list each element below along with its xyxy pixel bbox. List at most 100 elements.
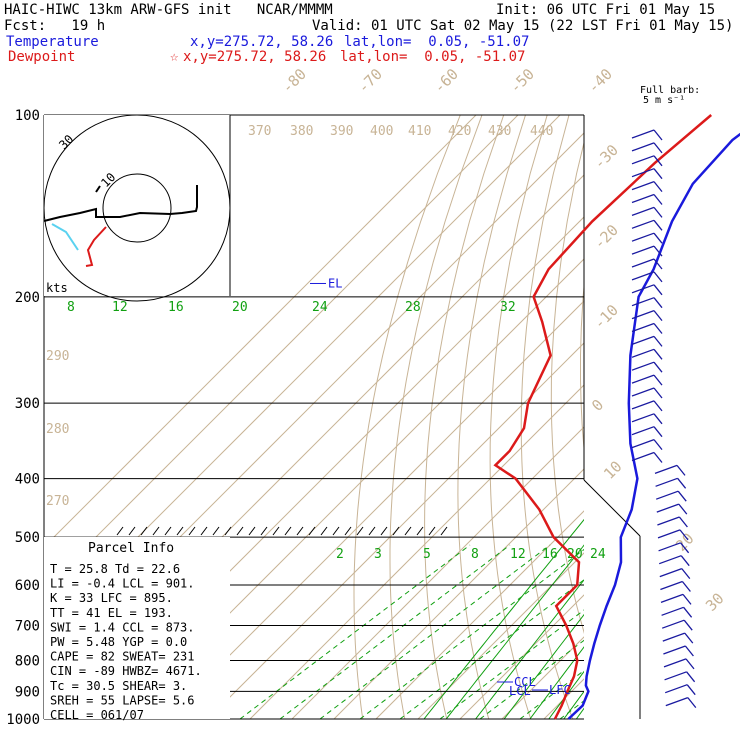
wind-barb-flag: [653, 258, 663, 270]
pressure-tick-label: 500: [15, 530, 40, 546]
wind-barb-flag: [686, 671, 696, 683]
parcel-info-row: TT = 41 EL = 193.: [50, 606, 173, 620]
theta-label: 420: [448, 124, 471, 139]
dry-adiabat-line: [550, 140, 584, 634]
mixing-ratio-line: [548, 670, 584, 719]
theta-label: 410: [408, 124, 431, 139]
theta-label: 400: [370, 124, 393, 139]
wind-barb-flag: [653, 297, 663, 309]
isotherm-line: [417, 552, 584, 719]
dry-adiabat-line: [636, 115, 740, 719]
hatch-mark: [296, 526, 304, 536]
hatch-mark: [320, 526, 328, 536]
wind-barb: [654, 464, 678, 475]
wind-barb: [663, 658, 687, 668]
theta-label: 290: [46, 349, 69, 364]
hodograph-outer-ring: [43, 114, 231, 302]
wind-barb: [631, 245, 655, 255]
moist-adiabat-line: [600, 545, 740, 719]
hatch-mark: [164, 526, 172, 536]
dewpoint-latlon: lat,lon= 0.05, -51.07: [340, 49, 526, 65]
wind-barb: [631, 258, 655, 268]
isotherm-label: -10: [590, 301, 622, 333]
dry-adiabats: [353, 115, 740, 719]
wind-barb: [655, 490, 679, 500]
wind-barb: [631, 438, 655, 449]
wind-barb-flag: [653, 439, 663, 451]
wind-barb: [657, 516, 680, 526]
mixing-ratio-line: [575, 707, 584, 719]
wind-barb: [661, 606, 684, 616]
parcel-info-background: [44, 537, 230, 719]
hatch-mark: [308, 526, 316, 536]
moist-adiabat-line: [399, 579, 584, 719]
dry-adiabat-line: [609, 115, 699, 719]
dry-adiabat-line: [424, 115, 505, 719]
moist-adiabat-line: [479, 639, 584, 719]
parcel-info-row: CELL = 061/07: [50, 708, 144, 722]
dewpoint-marker-icon: ☆: [170, 49, 179, 65]
wind-barb: [631, 348, 655, 358]
hatch-mark: [140, 526, 148, 536]
wind-barb-flag: [684, 632, 694, 644]
wind-barb-flag: [677, 477, 687, 489]
wind-barb: [631, 180, 655, 191]
wind-barb: [631, 335, 655, 346]
isotherm-line: [207, 342, 584, 719]
hatch-mark: [224, 526, 232, 536]
wind-barb-flag: [683, 619, 693, 631]
wind-barb: [664, 671, 687, 681]
isotherm-label: 0: [588, 396, 607, 415]
wind-barb-flag: [653, 310, 663, 322]
hatch-mark: [368, 526, 376, 536]
wind-barb: [664, 684, 688, 694]
temperature-legend: Temperature: [6, 34, 99, 50]
moist-adiabat-line: [439, 609, 584, 719]
dry-adiabat-line: [489, 115, 548, 719]
isotherm-label: 10: [600, 457, 626, 483]
hodograph-background: [44, 115, 230, 296]
mixing-ratio-label: 24: [590, 547, 606, 562]
theta-label: 380: [290, 124, 313, 139]
hatch-mark: [116, 526, 124, 536]
wind-barb: [631, 374, 655, 384]
isotherm-line: [375, 510, 584, 719]
pressure-tick-label: 600: [15, 578, 40, 594]
isotherm-line: [165, 300, 584, 719]
mixing-ratio-label: 2: [336, 547, 344, 562]
temperature-latlon: lat,lon= 0.05, -51.07: [344, 34, 530, 50]
dry-adiabat-line: [389, 115, 483, 719]
wind-barb: [631, 297, 655, 307]
wind-barb: [658, 542, 681, 552]
theta-label: 430: [488, 124, 511, 139]
mixing-ratio-line: [503, 613, 584, 719]
wind-barb-flag: [653, 168, 663, 180]
wind-barb-flag: [653, 400, 663, 412]
valid-time: Valid: 01 UTC Sat 02 May 15 (22 LST Fri …: [312, 18, 734, 34]
wind-barb-flag: [653, 232, 663, 244]
wind-barb-flag: [681, 581, 691, 592]
wind-barb: [656, 503, 680, 513]
hodograph-trace-surface: [85, 226, 107, 267]
parcel-info-row: LI = -0.4 LCL = 901.: [50, 577, 195, 591]
wind-barb-flag: [653, 129, 663, 141]
hatch-mark: [200, 526, 208, 536]
wind-barb-flag: [687, 697, 697, 709]
wind-barb-flag: [653, 245, 663, 257]
isotherm-label: -40: [584, 65, 616, 97]
hatch-mark: [440, 526, 448, 536]
parcel-info-row: T = 25.8 Td = 22.6: [50, 562, 180, 576]
wind-barb: [660, 593, 684, 604]
mixing-ratio-label: 12: [510, 547, 526, 562]
hatch-mark: [380, 526, 388, 536]
parcel-info-row: PW = 5.48 YGP = 0.0: [50, 635, 187, 649]
theta-label: 270: [46, 494, 69, 509]
dry-adiabat-line: [688, 115, 740, 719]
hatch-mark: [128, 526, 136, 536]
mixing-ratio-line: [587, 297, 740, 719]
dewpoint-profile: [493, 114, 713, 720]
wind-barb: [631, 361, 655, 371]
isotherm-label: -30: [590, 141, 622, 173]
parcel-info-row: Tc = 30.5 SHEAR= 3.: [50, 679, 187, 693]
wind-barb-flag: [684, 645, 694, 657]
